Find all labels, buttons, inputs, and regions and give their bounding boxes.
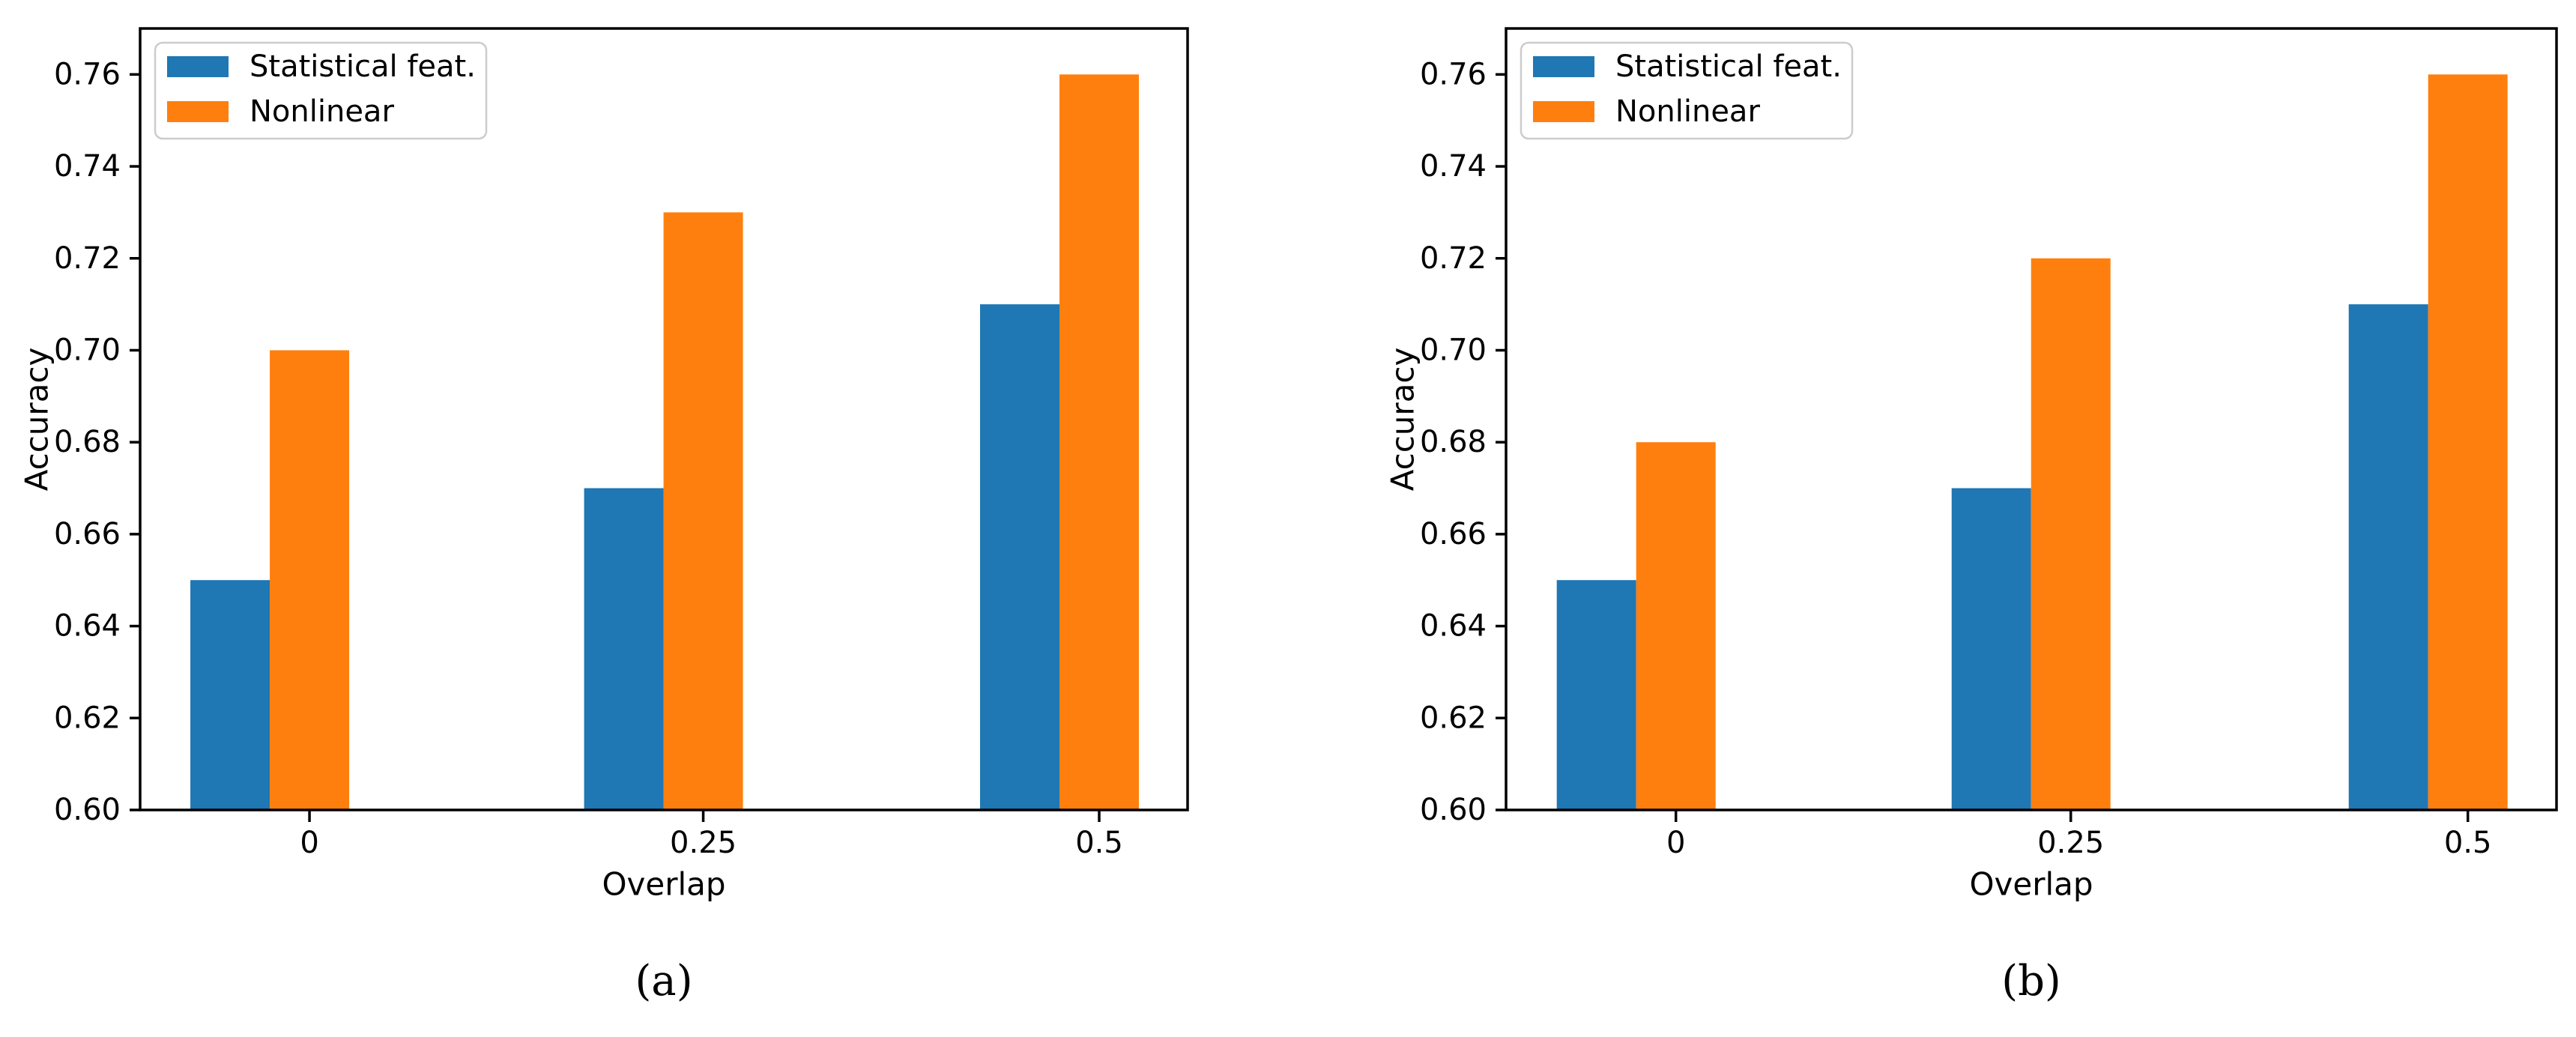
subfigure-caption-b: (b) (2001, 957, 2061, 1006)
x-tick-label: 0 (1666, 826, 1685, 860)
bar-nonlinear-0 (1636, 442, 1716, 810)
axes-frame (139, 27, 1189, 811)
axes-frame (1505, 27, 2558, 811)
x-tick-label: 0.25 (670, 826, 737, 860)
y-tick-label: 0.62 (1420, 701, 1487, 735)
legend-label-statistical-feat: Statistical feat. (250, 49, 476, 84)
bar-nonlinear-0 (270, 350, 350, 810)
bar-statistical-feat-0-5 (980, 304, 1060, 810)
bar-statistical-feat-0-25 (584, 488, 664, 810)
y-tick-label: 0.72 (1420, 241, 1487, 276)
legend-swatch-nonlinear (167, 101, 229, 122)
legend-label-nonlinear: Nonlinear (1615, 94, 1760, 129)
y-tick-label: 0.68 (1420, 425, 1487, 459)
y-tick-label: 0.70 (54, 333, 121, 367)
x-tick-label: 0.5 (1075, 826, 1123, 860)
x-axis-label: Overlap (602, 866, 725, 903)
legend-box (1520, 41, 1854, 140)
y-axis-label: Accuracy (1385, 348, 1421, 492)
y-tick-label: 0.64 (1420, 609, 1487, 644)
y-tick-label: 0.72 (54, 241, 121, 276)
y-axis-label: Accuracy (19, 348, 55, 492)
x-axis-label: Overlap (1969, 866, 2093, 903)
bar-nonlinear-0-25 (2031, 258, 2111, 810)
legend-label-nonlinear: Nonlinear (250, 94, 394, 129)
legend-label-statistical-feat: Statistical feat. (1615, 49, 1842, 84)
legend-box (154, 41, 488, 140)
bar-nonlinear-0-25 (663, 212, 743, 811)
bar-nonlinear-0-5 (2428, 74, 2508, 810)
chart-svg-a: 0.60 0.62 0.64 0.66 0.68 0.70 0.72 0.74 0.76 0 0.2… (19, 27, 1189, 903)
x-tick-label: 0.5 (2444, 826, 2492, 860)
y-tick-label: 0.70 (1420, 333, 1487, 367)
y-tick-label: 0.60 (54, 793, 121, 827)
bar-statistical-feat-0-25 (1951, 488, 2031, 810)
y-tick-label: 0.62 (54, 701, 121, 735)
y-tick-label: 0.76 (54, 57, 121, 91)
y-tick-label: 0.68 (54, 425, 121, 459)
y-tick-label: 0.66 (54, 517, 121, 551)
bar-statistical-feat-0-5 (2348, 304, 2428, 810)
legend-swatch-statistical-feat (167, 56, 229, 77)
y-tick-label: 0.66 (1420, 517, 1487, 551)
chart-svg-b: 0.60 0.62 0.64 0.66 0.68 0.70 0.72 0.74 0.76 0 0.2… (1385, 27, 2558, 903)
legend-swatch-statistical-feat (1533, 56, 1594, 77)
bar-statistical-feat-0 (1556, 580, 1636, 810)
bar-nonlinear-0-5 (1059, 74, 1140, 810)
bar-statistical-feat-0 (190, 580, 270, 810)
y-tick-label: 0.64 (54, 609, 121, 644)
y-tick-label: 0.76 (1420, 57, 1487, 91)
x-tick-label: 0.25 (2037, 826, 2104, 860)
chart-panel-b: 0.60 0.62 0.64 0.66 0.68 0.70 0.72 0.74 0.76 0 0.2… (1288, 0, 2576, 1037)
chart-panel-a: 0.60 0.62 0.64 0.66 0.68 0.70 0.72 0.74 0.76 0 0.2… (19, 27, 1189, 1006)
y-tick-label: 0.74 (54, 149, 121, 184)
subfigure-caption-a: (a) (635, 957, 693, 1006)
y-tick-label: 0.74 (1420, 149, 1487, 184)
x-tick-label: 0 (300, 826, 318, 860)
legend-swatch-nonlinear (1533, 101, 1594, 122)
y-tick-label: 0.60 (1420, 793, 1487, 827)
